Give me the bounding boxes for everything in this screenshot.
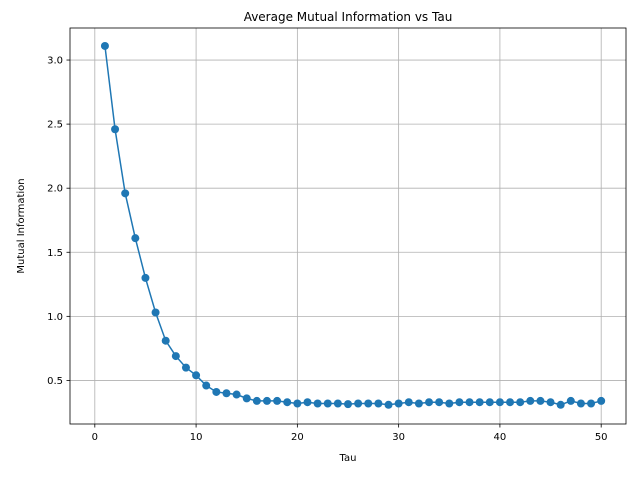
y-axis-label: Mutual Information [16, 178, 27, 273]
data-point [181, 363, 190, 372]
plot-frame [69, 27, 627, 425]
tick-layer: 0 10 20 30 40 50 0.5 1.0 1.5 2.0 2.5 3.0 [47, 56, 607, 443]
data-point [303, 398, 312, 407]
data-point [354, 399, 363, 408]
data-point [100, 41, 109, 50]
data-point [495, 398, 504, 407]
x-tick-label: 30 [392, 432, 405, 443]
data-point [394, 399, 403, 408]
data-point [536, 396, 545, 405]
data-point [242, 394, 251, 403]
y-tick-label: 3.0 [47, 56, 63, 67]
data-point [384, 400, 393, 409]
data-point [455, 398, 464, 407]
data-point [111, 125, 120, 134]
data-point [262, 396, 271, 405]
data-point [313, 399, 322, 408]
y-tick-label: 0.5 [47, 376, 63, 387]
data-point [597, 396, 606, 405]
x-tick-label: 20 [291, 432, 304, 443]
grid-layer [70, 28, 626, 424]
data-point [404, 398, 413, 407]
data-point [344, 400, 352, 409]
data-point [293, 399, 302, 408]
data-point [171, 352, 180, 361]
data-point [364, 399, 373, 408]
data-point [121, 189, 130, 198]
data-point [333, 399, 342, 408]
data-point [576, 399, 585, 408]
data-point [465, 398, 474, 407]
data-point [587, 399, 596, 408]
data-point [445, 399, 454, 408]
data-point [283, 398, 292, 407]
y-tick-label: 2.0 [47, 184, 63, 195]
data-point [506, 398, 515, 407]
data-point [151, 308, 160, 317]
data-point [425, 398, 434, 407]
x-tick-label: 50 [595, 432, 608, 443]
data-point [374, 399, 383, 408]
series-layer [100, 41, 606, 409]
data-point [516, 398, 525, 407]
series-line [104, 45, 602, 406]
data-point [435, 398, 444, 407]
x-tick-label: 0 [92, 432, 98, 443]
data-point [252, 396, 261, 405]
data-point [232, 390, 241, 399]
data-point [161, 336, 170, 345]
y-tick-label: 1.0 [47, 312, 63, 323]
data-point [131, 234, 140, 243]
chart-title: Average Mutual Information vs Tau [244, 10, 453, 24]
data-point [202, 381, 211, 390]
data-point [556, 400, 565, 409]
data-point [323, 399, 332, 408]
data-point [192, 371, 201, 380]
data-point [475, 398, 484, 407]
data-point [485, 398, 494, 407]
data-point [546, 398, 555, 407]
data-point [141, 273, 150, 282]
y-tick-label: 2.5 [47, 120, 63, 131]
data-point [222, 389, 231, 398]
data-point [526, 396, 535, 405]
y-tick-label: 1.5 [47, 248, 63, 259]
x-axis-label: Tau [339, 453, 357, 464]
x-tick-label: 10 [190, 432, 203, 443]
x-tick-label: 40 [494, 432, 507, 443]
data-point [212, 387, 221, 396]
data-point [566, 396, 575, 405]
data-point [273, 396, 282, 405]
data-point [414, 399, 423, 408]
